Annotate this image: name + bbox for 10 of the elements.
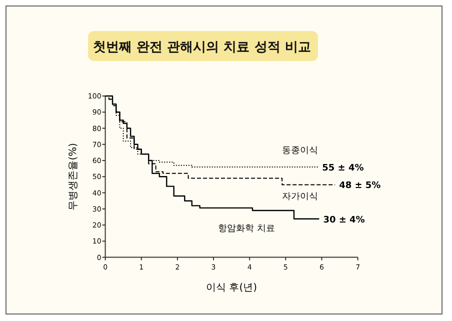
series-label: 자가이식 (282, 192, 318, 202)
title: 첫번째 완전 관해시의 치료 성적 비교 (88, 31, 318, 61)
annotation: 55 ± 4% (322, 163, 364, 174)
annotation: 30 ± 4% (323, 215, 365, 226)
chart-title: 첫번째 완전 관해시의 치료 성적 비교 (93, 40, 311, 55)
annotation: 48 ± 5% (339, 181, 381, 192)
y-axis-title: 무병생존율(%) (68, 142, 79, 210)
x-axis-title: 이식 후(년) (206, 282, 258, 294)
series-label: 항암화학 치료 (218, 224, 275, 234)
series-label: 동종이식 (282, 146, 318, 156)
